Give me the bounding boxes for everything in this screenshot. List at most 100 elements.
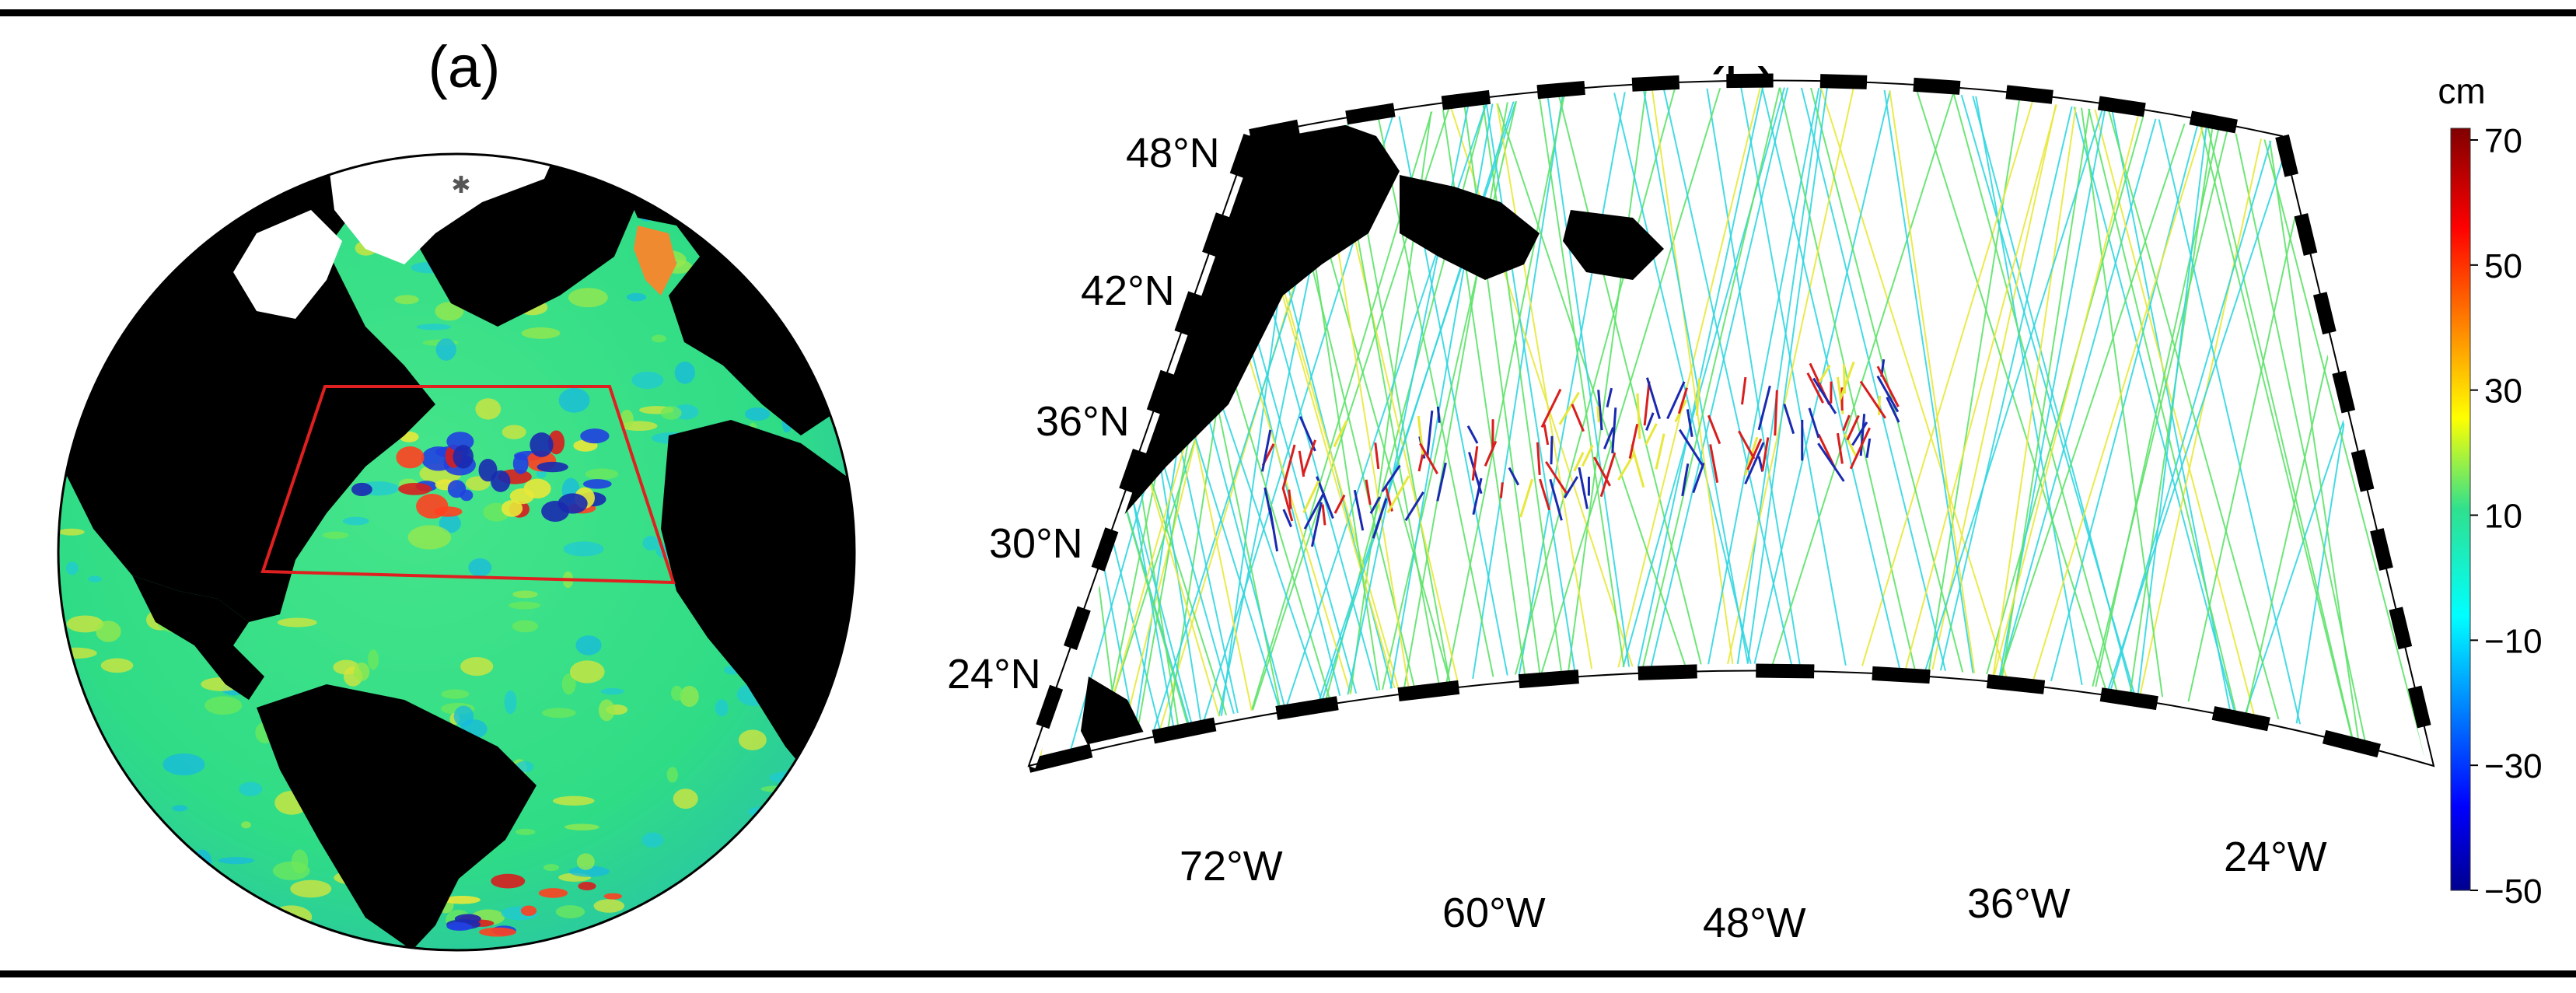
globe-eddy [538, 888, 568, 898]
gulf-stream-signal [1573, 452, 1585, 472]
globe-anomaly [277, 617, 317, 628]
globe-anomaly [512, 590, 538, 599]
globe-anomaly [453, 705, 474, 727]
gulf-stream-signal [1677, 387, 1688, 414]
globe-anomaly [561, 673, 576, 695]
colorbar-unit: cm [2438, 71, 2485, 111]
altimeter-track [2399, 80, 2434, 766]
gulf-stream-signal [1757, 385, 1771, 431]
gulf-stream-signal [1636, 393, 1641, 439]
lon-label-72w: 72°W [1180, 843, 1283, 890]
gulf-stream-signal [1260, 429, 1272, 472]
globe-anomaly [666, 767, 678, 783]
gulf-stream-signal [1321, 504, 1326, 526]
altimeter-track [2090, 80, 2309, 766]
globe-anomaly [90, 870, 103, 882]
altimeter-track [1215, 80, 1470, 766]
globe-anomaly [740, 854, 775, 870]
globe-anomaly [58, 528, 85, 536]
gulf-stream-signal [1281, 487, 1294, 522]
globe-anomaly [72, 900, 86, 919]
gulf-stream-signal [1859, 380, 1887, 419]
gulf-stream-signal [1741, 376, 1747, 405]
globe-anomaly [504, 690, 517, 715]
globe-anomaly [439, 513, 461, 533]
globe-anomaly [575, 635, 602, 656]
globe-anomaly [368, 649, 379, 670]
globe-anomaly [568, 288, 608, 308]
canadian-archipelago-ice [233, 210, 342, 319]
gulf-stream-signal [1611, 407, 1617, 453]
colorbar-tick-label: −50 [2484, 872, 2543, 911]
colorbar-tick-label: 30 [2484, 372, 2522, 411]
gulf-stream-signal [1372, 498, 1388, 539]
gulf-stream-signal [1316, 476, 1334, 519]
gulf-stream-signal [1774, 390, 1778, 436]
gulf-stream-signal [1436, 406, 1441, 423]
globe-anomaly [85, 923, 122, 945]
globe-anomaly [192, 177, 235, 200]
gulf-stream-signal [1536, 442, 1541, 475]
globe-anomaly [144, 223, 163, 246]
globe-anomaly [673, 788, 698, 809]
bottom-rule [0, 970, 2576, 977]
globe-anomaly [96, 621, 121, 642]
gulf-stream-signal [1571, 404, 1585, 432]
gulf-stream-signal [1472, 477, 1483, 515]
globe-anomaly [158, 176, 194, 200]
globe-anomaly [204, 696, 243, 715]
colorbar-tick-label: 50 [2484, 247, 2522, 285]
globe-anomaly [106, 222, 135, 236]
gulf-stream-signal [1466, 425, 1479, 444]
globe-anomaly [163, 753, 205, 776]
gulf-stream-signal [1846, 414, 1860, 441]
gulf-stream-signal [1333, 420, 1348, 448]
globe-anomaly [198, 171, 209, 191]
gulf-stream-signal [1806, 372, 1824, 404]
globe-anomaly [805, 768, 839, 791]
globe-anomaly [58, 232, 95, 253]
gulf-stream-signal [1808, 407, 1820, 439]
gulf-stream-signal [1849, 427, 1871, 470]
globe-eddy [520, 905, 537, 916]
globe-anomaly [394, 295, 419, 305]
gulf-stream-signal [1783, 404, 1795, 435]
gulf-stream-signal [1298, 450, 1305, 477]
gulf-stream-signal [1695, 378, 1701, 416]
gulf-stream-signal [1592, 456, 1611, 487]
gulf-stream-signal [1365, 479, 1372, 505]
globe-anomaly [598, 699, 615, 722]
frame-outline [1027, 79, 2435, 767]
globe-anomaly [642, 536, 659, 551]
globe-anomaly [66, 615, 104, 633]
latitude-labels: 48°N 42°N 36°N 30°N 24°N [947, 130, 1220, 698]
globe-anomaly [73, 907, 107, 928]
lat-label-42n: 42°N [1081, 267, 1175, 314]
globe-anomaly [407, 525, 452, 550]
colorbar-ticks: 70 50 30 10 −10 −30 −50 [2470, 122, 2543, 911]
globe-eddy [396, 446, 425, 469]
land-central-america [132, 575, 264, 700]
globe-anomaly [736, 163, 757, 183]
gulf-stream-signal [1744, 442, 1765, 484]
globe-anomaly [541, 708, 576, 719]
globe-anomaly [100, 658, 134, 673]
globe-anomaly [223, 911, 239, 929]
globe-anomaly [680, 686, 699, 708]
globe-anomaly [239, 781, 263, 796]
altimeter-track [2099, 80, 2253, 766]
gulf-stream-signal [1381, 464, 1401, 493]
globe-anomaly [802, 845, 826, 857]
gulf-stream-signal [1374, 442, 1380, 470]
gulf-stream-signal [1539, 478, 1551, 511]
globe-anomaly [738, 729, 767, 750]
gulf-stream-signal [1645, 423, 1658, 446]
globe-anomaly [670, 685, 683, 701]
gulf-stream-signal [1282, 509, 1292, 528]
globe-anomaly [515, 828, 536, 835]
globe-anomaly [791, 893, 826, 911]
globe-eddy [491, 873, 526, 889]
globe-anomaly [353, 662, 370, 681]
map-background [1029, 80, 2434, 766]
gulf-stream-signal [1386, 475, 1410, 514]
